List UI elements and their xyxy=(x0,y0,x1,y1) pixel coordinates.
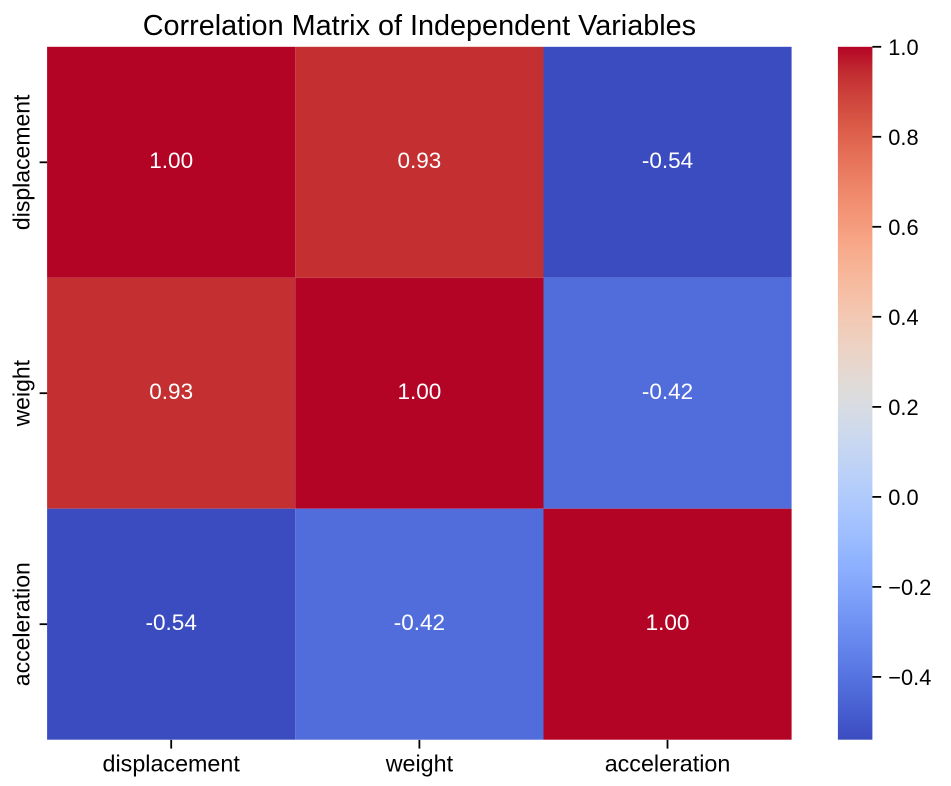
svg-text:weight: weight xyxy=(385,750,454,776)
svg-text:0.2: 0.2 xyxy=(888,395,918,420)
svg-text:0.4: 0.4 xyxy=(888,305,918,330)
svg-text:weight: weight xyxy=(9,359,35,427)
svg-text:acceleration: acceleration xyxy=(9,562,35,686)
svg-text:0.8: 0.8 xyxy=(888,125,918,150)
svg-text:0.93: 0.93 xyxy=(398,148,442,173)
svg-text:0.0: 0.0 xyxy=(888,485,918,510)
svg-text:1.00: 1.00 xyxy=(149,148,193,173)
svg-text:-0.42: -0.42 xyxy=(642,379,693,404)
svg-text:1.00: 1.00 xyxy=(646,610,690,635)
svg-text:displacement: displacement xyxy=(103,750,241,776)
svg-text:−0.2: −0.2 xyxy=(888,575,931,600)
svg-text:-0.54: -0.54 xyxy=(146,610,197,635)
svg-text:acceleration: acceleration xyxy=(605,750,731,776)
svg-text:−0.4: −0.4 xyxy=(888,665,931,690)
svg-text:0.6: 0.6 xyxy=(888,215,918,240)
svg-text:1.0: 1.0 xyxy=(888,35,918,60)
svg-text:Correlation Matrix of Independ: Correlation Matrix of Independent Variab… xyxy=(143,10,696,42)
svg-text:0.93: 0.93 xyxy=(149,379,193,404)
svg-text:-0.42: -0.42 xyxy=(394,610,445,635)
svg-text:1.00: 1.00 xyxy=(398,379,442,404)
svg-text:displacement: displacement xyxy=(9,94,35,230)
svg-text:-0.54: -0.54 xyxy=(642,148,693,173)
